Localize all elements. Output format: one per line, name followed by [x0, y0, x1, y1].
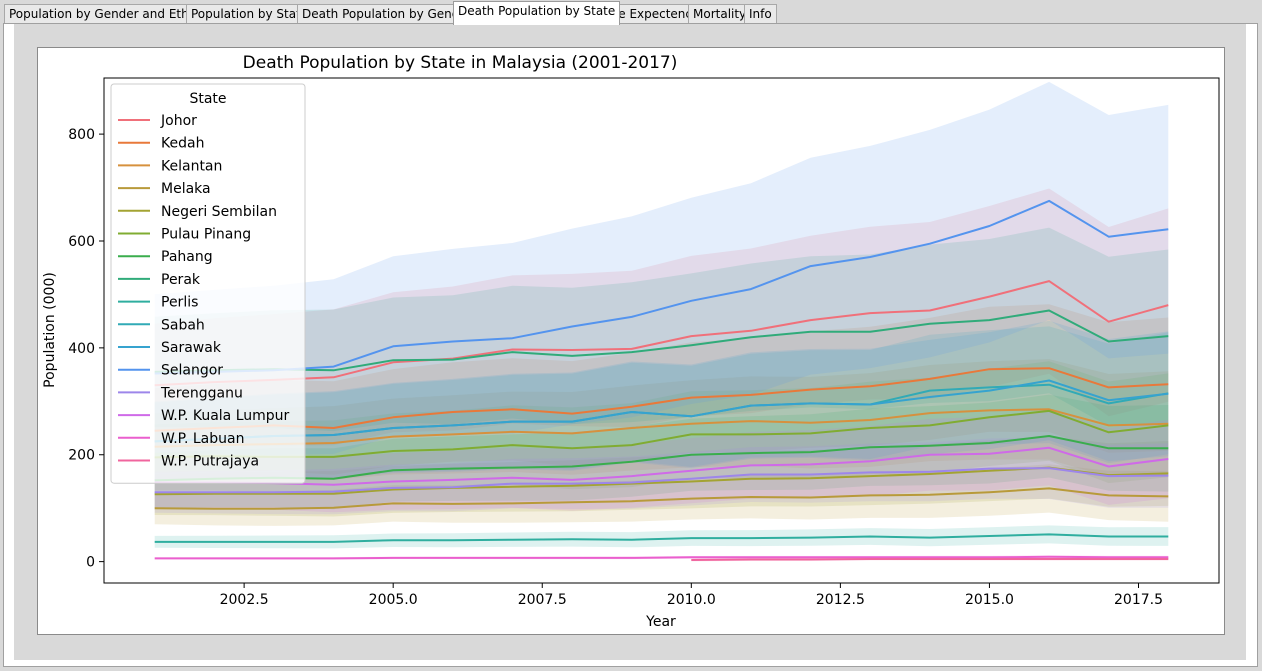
- y-axis-label: Population (000): [42, 272, 58, 388]
- tab-population-by-gender-and-ethnic[interactable]: Population by Gender and Ethnic: [4, 4, 212, 23]
- series-line-3: [154, 487, 1169, 510]
- ci-band-series-13: [154, 410, 1169, 513]
- legend-entry-label: W.P. Labuan: [161, 431, 244, 447]
- x-tick-label: 2010.0: [667, 592, 716, 608]
- legend-entry-label: Negeri Sembilan: [161, 204, 277, 220]
- legend-entry-label: Perak: [161, 272, 201, 288]
- chart-title: Death Population by State in Malaysia (2…: [243, 53, 678, 73]
- legend-entry-label: W.P. Putrajaya: [161, 454, 259, 470]
- legend-entry-label: Melaka: [161, 181, 211, 197]
- series-line-5: [154, 409, 1169, 459]
- x-tick-label: 2012.5: [816, 592, 865, 608]
- ci-band-series-1: [154, 304, 1169, 475]
- series-line-8: [154, 533, 1169, 543]
- legend-title: State: [189, 91, 226, 107]
- legend-entry-label: W.P. Kuala Lumpur: [161, 408, 290, 424]
- legend-box: [110, 83, 306, 484]
- y-axis: 0 200 400 600 800: [68, 127, 104, 571]
- series-line-14: [154, 555, 1169, 560]
- y-tick-label: 800: [68, 127, 95, 143]
- legend-entry-label: Sabah: [161, 317, 205, 333]
- x-tick-label: 2005.0: [369, 592, 418, 608]
- legend-entry-label: Perlis: [161, 295, 198, 311]
- series-line-0: [154, 280, 1169, 387]
- ci-band-series-9: [154, 326, 1169, 481]
- legend-entry-label: Kedah: [161, 136, 204, 152]
- series-line-10: [154, 379, 1169, 443]
- series-line-2: [154, 408, 1169, 448]
- x-axis: 2002.5 2005.0 2007.5 2010.0 2012.5 2015.0 2017…: [220, 583, 1163, 608]
- x-tick-label: 2002.5: [220, 592, 269, 608]
- tab-bar: Population by Gender and Ethnic Populati…: [0, 0, 1262, 25]
- legend-entry-label: Terengganu: [160, 385, 243, 401]
- legend-entry-label: Selangor: [161, 363, 223, 379]
- legend-entry-label: Pahang: [161, 249, 213, 265]
- y-tick-label: 200: [68, 448, 95, 464]
- ci-band-series-8: [154, 525, 1169, 549]
- plot-frame: [103, 77, 1220, 584]
- legend: State Johor Kedah Kelantan Melaka Negeri Semb…: [110, 83, 306, 484]
- y-tick-label: 400: [68, 341, 95, 357]
- series-line-4: [154, 466, 1169, 496]
- legend-entry-label: Sarawak: [161, 340, 222, 356]
- x-axis-label: Year: [645, 614, 676, 630]
- x-tick-label: 2017.5: [1114, 592, 1163, 608]
- tab-population-by-state[interactable]: Population by State: [186, 4, 314, 23]
- legend-entry-label: Johor: [160, 113, 197, 129]
- tab-info[interactable]: Info: [744, 4, 777, 23]
- legend-entry-label: Kelantan: [161, 158, 222, 174]
- y-tick-label: 0: [86, 555, 95, 571]
- series-line-12: [154, 467, 1169, 494]
- series-line-6: [154, 435, 1169, 482]
- tab-mortality[interactable]: Mortality: [688, 4, 752, 23]
- series-line-1: [154, 367, 1169, 432]
- tab-life-expectency[interactable]: Life Expectency: [599, 4, 705, 23]
- series-line-15: [691, 558, 1169, 561]
- ci-band-series-10: [154, 320, 1169, 482]
- chart-figure: Death Population by State in Malaysia (2…: [37, 47, 1225, 635]
- tab-death-population-by-gender[interactable]: Death Population by Gender: [297, 4, 477, 23]
- ci-band-series-0: [154, 188, 1169, 447]
- x-tick-label: 2007.5: [518, 592, 567, 608]
- x-tick-label: 2015.0: [965, 592, 1014, 608]
- series-line-13: [154, 446, 1169, 486]
- line-chart: Death Population by State in Malaysia (2…: [42, 53, 1220, 630]
- series-lines: [154, 199, 1169, 561]
- series-line-11: [154, 199, 1169, 375]
- ci-band-series-3: [154, 464, 1169, 526]
- y-tick-label: 600: [68, 234, 95, 250]
- tab-death-population-by-state[interactable]: Death Population by State: [453, 1, 621, 25]
- series-line-7: [154, 309, 1169, 373]
- legend-entry-label: Pulau Pinang: [161, 227, 251, 243]
